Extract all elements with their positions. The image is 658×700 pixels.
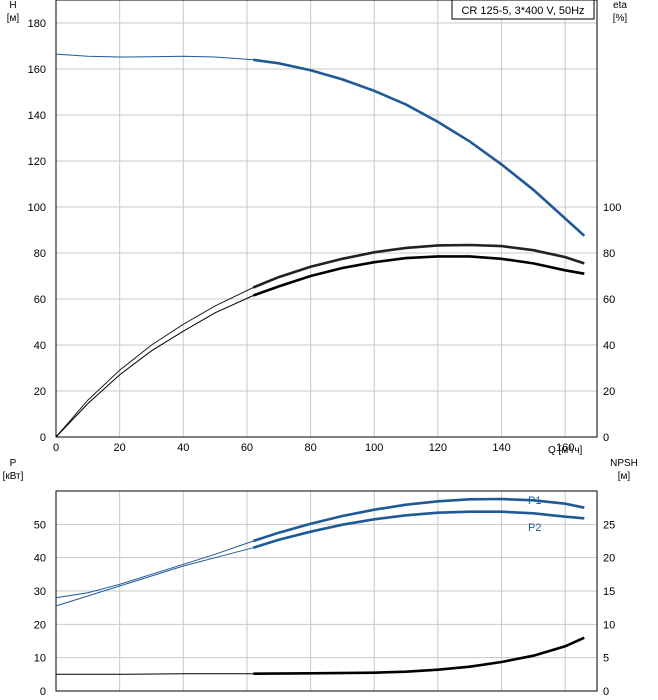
series-h-line	[253, 58, 586, 237]
y-left-tick-label: 0	[40, 686, 46, 698]
y-right-tick-label: 100	[603, 202, 621, 214]
y-right-tick-label: 25	[603, 519, 615, 531]
series-eta-1-line-extended	[55, 287, 254, 438]
y-left-tick-label: 120	[28, 156, 46, 168]
y-left-tick-label: 140	[28, 110, 46, 122]
series-eta-2-line	[252, 255, 585, 297]
x-tick-label: 120	[429, 442, 447, 454]
x-tick-label: 60	[241, 442, 253, 454]
title-box: CR 125-5, 3*400 V, 50Hz	[451, 0, 595, 20]
y-left-tick-label: 60	[34, 294, 46, 306]
x-tick-label: 20	[114, 442, 126, 454]
series-p1-line	[252, 497, 585, 543]
series-npsh-line	[253, 636, 585, 675]
y-left-tick-label: 180	[28, 18, 46, 30]
series-eta-2-line-extended	[55, 295, 254, 438]
series-npsh-line-extended	[56, 673, 254, 675]
series-label-p1: P1	[528, 495, 541, 507]
y-right-tick-label: 0	[603, 432, 609, 444]
y-left-tick-label: 20	[34, 386, 46, 398]
y-left-tick-label: 0	[40, 432, 46, 444]
x-axis-label: Q [м³/ч]	[548, 445, 583, 456]
x-tick-label: 40	[177, 442, 189, 454]
x-tick-label: 140	[492, 442, 510, 454]
y-right-tick-label: 40	[603, 340, 615, 352]
y-left-bottom-unit: [кВт]	[3, 471, 24, 482]
y-right-top-unit: [%]	[613, 13, 628, 24]
y-right-top-label: eta	[613, 0, 627, 11]
y-right-tick-label: 15	[603, 586, 615, 598]
x-tick-label: 80	[304, 442, 316, 454]
y-right-tick-label: 80	[603, 248, 615, 260]
chart-title: CR 125-5, 3*400 V, 50Hz	[461, 5, 584, 17]
y-left-tick-label: 10	[34, 653, 46, 665]
y-left-tick-label: 40	[34, 340, 46, 352]
series-p2-line-extended	[55, 547, 254, 607]
x-tick-label: 0	[53, 442, 59, 454]
y-left-tick-label: 80	[34, 248, 46, 260]
y-left-tick-label: 160	[28, 64, 46, 76]
series-label-p2: P2	[528, 522, 541, 534]
y-right-tick-label: 0	[603, 686, 609, 698]
head-efficiency-panel: 0 20 40 60 80 100 120 140 160 0 20 40 60 80 100 120 140 1…	[28, 0, 621, 454]
plot-frame	[55, 490, 598, 692]
x-tick-label: 160	[556, 442, 574, 454]
y-right-tick-label: 20	[603, 386, 615, 398]
power-npsh-panel: 0 10 20 30 40 50 0 5 10 15 20 25	[34, 490, 615, 698]
y-left-top-label: H	[9, 0, 16, 11]
series-p1-line-extended	[55, 540, 254, 599]
series-eta-1-line	[252, 243, 585, 289]
series-p2-line	[252, 510, 585, 549]
y-left-tick-label: 40	[34, 553, 46, 565]
y-left-tick-label: 30	[34, 586, 46, 598]
y-left-tick-label: 50	[34, 519, 46, 531]
series-h-line-extended	[55, 53, 254, 61]
y-right-tick-label: 20	[603, 553, 615, 565]
plot-frame	[55, 0, 598, 438]
y-right-tick-label: 5	[603, 653, 609, 665]
y-left-tick-label: 20	[34, 619, 46, 631]
y-right-bottom-unit: [м]	[618, 471, 631, 482]
y-left-bottom-label: P	[10, 458, 17, 469]
y-right-bottom-label: NPSH	[610, 458, 638, 469]
y-right-tick-label: 10	[603, 619, 615, 631]
y-left-tick-label: 100	[28, 202, 46, 214]
y-right-tick-label: 60	[603, 294, 615, 306]
x-tick-label: 100	[365, 442, 383, 454]
y-left-top-unit: [м]	[7, 13, 20, 24]
